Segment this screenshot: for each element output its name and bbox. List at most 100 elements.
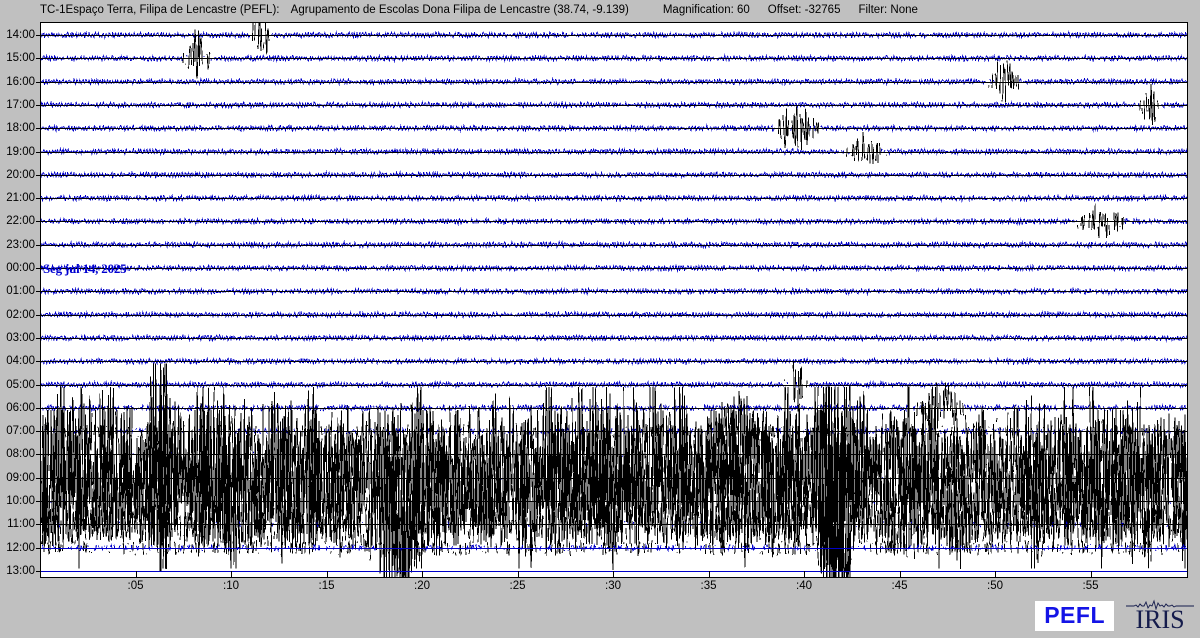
trace-segment: [648, 435, 650, 438]
trace-segment: [998, 427, 1005, 490]
trace-segment: [65, 500, 81, 545]
trace-segment: [449, 510, 456, 535]
trace-segment: [785, 435, 787, 438]
trace-segment: [138, 537, 141, 544]
trace-segment: [897, 474, 900, 514]
trace-segment: [591, 451, 598, 545]
hour-gridline: [41, 291, 1187, 293]
trace-segment: [1134, 544, 1137, 547]
trace-segment: [1119, 504, 1122, 521]
trace-segment: [929, 423, 935, 494]
trace-segment: [198, 433, 208, 547]
trace-segment: [650, 539, 653, 553]
trace-segment: [425, 408, 438, 508]
trace-segment: [142, 542, 144, 555]
x-axis-tick: [231, 571, 232, 578]
trace-segment: [954, 392, 958, 421]
trace-segment: [322, 426, 329, 499]
pefl-logo[interactable]: PEFL: [1035, 601, 1114, 631]
trace-segment: [1034, 504, 1038, 534]
trace-segment: [352, 505, 357, 550]
iris-logo[interactable]: IRIS: [1124, 597, 1196, 635]
trace-segment: [433, 433, 450, 556]
trace-segment: [127, 542, 129, 545]
trace-segment: [363, 534, 365, 547]
trace-segment: [369, 504, 372, 561]
trace-segment: [815, 499, 818, 532]
trace-segment: [273, 531, 276, 540]
trace-segment: [124, 454, 134, 533]
trace-segment: [1001, 63, 1007, 103]
trace-segment: [818, 456, 846, 577]
trace-segment: [813, 386, 819, 501]
trace-segment: [1081, 500, 1089, 544]
trace-segment: [982, 513, 989, 542]
trace-segment: [336, 544, 338, 547]
trace-segment: [1104, 213, 1108, 239]
trace-segment: [1046, 513, 1052, 539]
trace-segment: [464, 542, 467, 556]
trace-segment: [418, 488, 427, 551]
trace-segment: [240, 511, 244, 543]
trace-segment: [1173, 424, 1179, 440]
trace-segment: [398, 541, 401, 561]
x-axis-tick: [899, 571, 901, 578]
trace-segment: [1148, 427, 1151, 429]
y-axis-tick: [36, 198, 40, 200]
x-axis-tick: [1090, 571, 1092, 578]
trace-segment: [484, 551, 487, 554]
trace-segment: [772, 543, 774, 555]
trace-segment: [764, 499, 772, 546]
trace-segment: [265, 23, 270, 55]
hour-gridline: [41, 384, 1187, 386]
trace-segment: [871, 140, 875, 165]
trace-segment: [413, 485, 418, 561]
trace-segment: [939, 393, 941, 418]
trace-segment: [851, 396, 863, 523]
y-axis-tick: [36, 431, 40, 433]
trace-segment: [811, 505, 815, 533]
trace-segment: [732, 463, 752, 568]
trace-segment: [1058, 453, 1080, 543]
trace-segment: [1184, 414, 1187, 498]
trace-segment: [693, 421, 697, 459]
trace-segment: [264, 541, 266, 545]
trace-segment: [940, 429, 949, 498]
trace-segment: [1143, 100, 1146, 120]
trace-segment: [761, 550, 764, 555]
trace-segment: [1012, 469, 1025, 542]
trace-segment: [621, 455, 624, 458]
trace-segment: [602, 460, 631, 549]
trace-segment: [1121, 216, 1125, 230]
trace-segment: [183, 510, 190, 542]
trace-segment: [578, 427, 596, 526]
trace-segment: [461, 443, 466, 500]
trace-segment: [391, 513, 399, 573]
trace-segment: [1115, 425, 1118, 435]
trace-segment: [183, 452, 198, 546]
trace-segment: [466, 406, 475, 473]
trace-segment: [737, 398, 746, 504]
trace-segment: [365, 431, 367, 435]
trace-segment: [946, 449, 952, 493]
trace-segment: [1163, 505, 1166, 511]
trace-segment: [52, 508, 59, 534]
trace-segment: [64, 427, 67, 438]
trace-segment: [59, 520, 62, 534]
helicorder-plot[interactable]: [40, 22, 1188, 578]
trace-segment: [212, 431, 215, 435]
trace-segment: [865, 501, 873, 540]
hour-gridline: [41, 431, 1187, 433]
trace-segment: [598, 499, 602, 540]
trace-segment: [989, 542, 992, 554]
y-axis-tick: [36, 361, 40, 363]
trace-segment: [208, 503, 213, 535]
trace-segment: [425, 445, 433, 546]
trace-segment: [480, 505, 483, 534]
y-axis-label: 20:00: [6, 168, 35, 181]
x-axis-tick: [422, 571, 423, 578]
trace-segment: [1160, 544, 1163, 555]
trace-segment: [206, 51, 211, 70]
y-axis-label: 09:00: [6, 471, 35, 484]
trace-segment: [866, 143, 871, 164]
